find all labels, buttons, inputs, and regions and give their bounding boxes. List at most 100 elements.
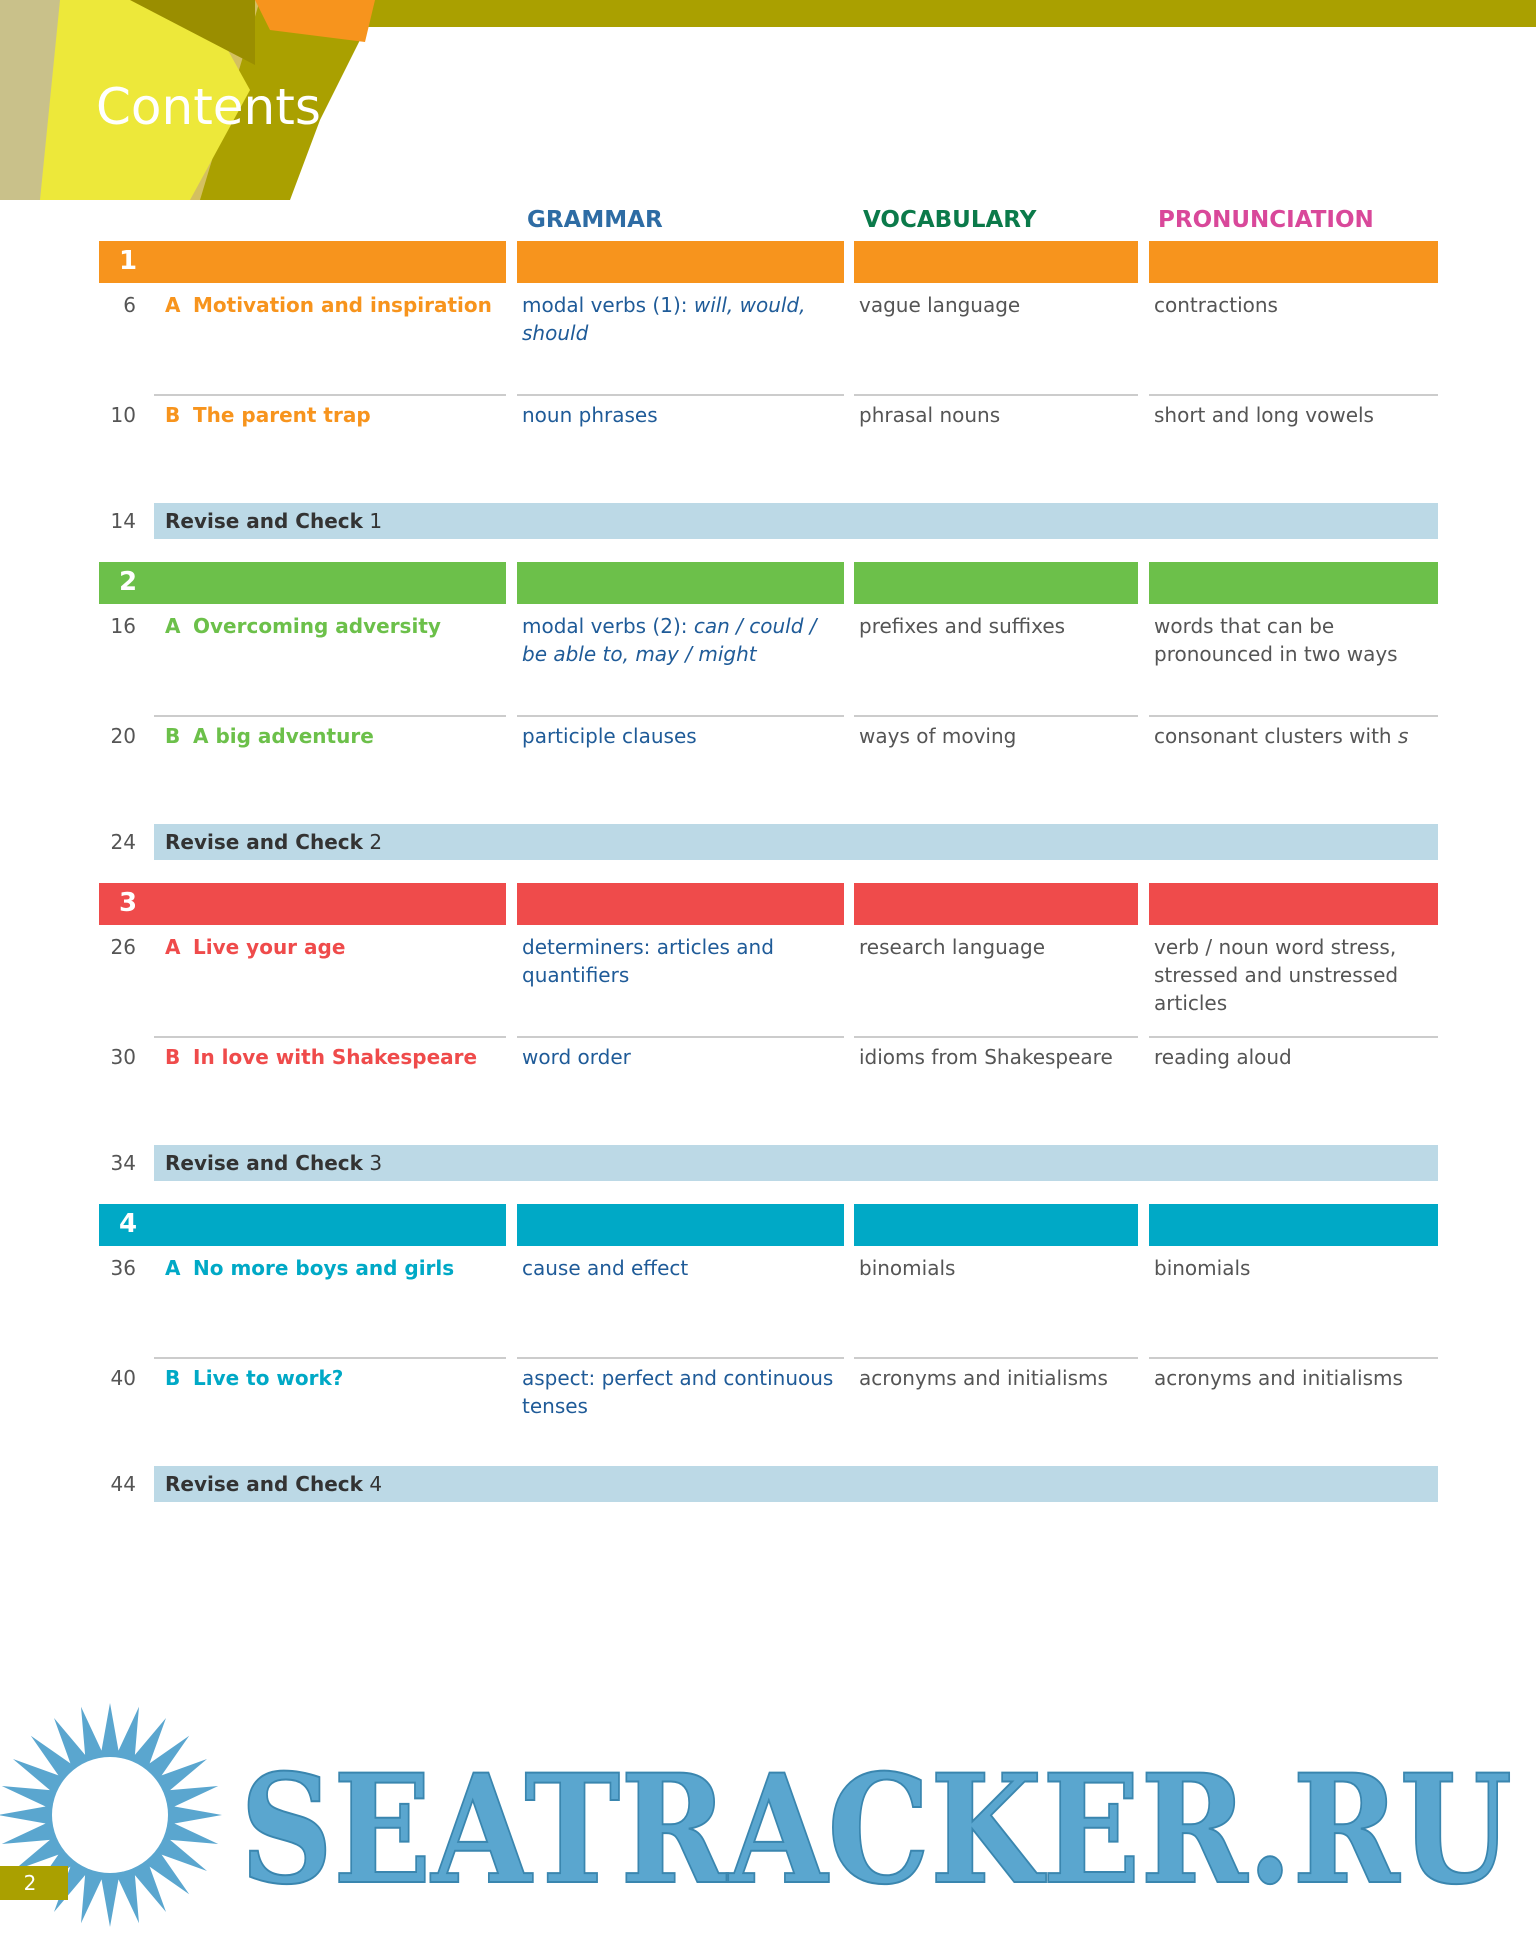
- text-part: can / could / be able to, may / might: [522, 614, 817, 666]
- unit-bar: [854, 562, 1138, 604]
- revise-number: 3: [369, 1151, 383, 1175]
- unit-number: 1: [119, 246, 138, 276]
- unit-number: 4: [119, 1209, 138, 1239]
- unit-bar: [517, 241, 844, 283]
- row-separator: [854, 1357, 1138, 1359]
- row-separator: [854, 715, 1138, 717]
- lesson-title: The parent trap: [193, 403, 371, 427]
- page-number: 6: [123, 293, 136, 317]
- vocabulary: prefixes and suffixes: [859, 612, 1138, 640]
- row-separator: [517, 1036, 844, 1038]
- text-part: acronyms and initialisms: [859, 1366, 1108, 1390]
- revise-bar: [154, 1466, 1438, 1502]
- fan: [30, 0, 250, 200]
- row-separator: [517, 715, 844, 717]
- unit-bar: [517, 883, 844, 925]
- column-header: VOCABULARY: [863, 207, 1037, 233]
- lesson-title: Live your age: [193, 935, 346, 959]
- vocabulary: vague language: [859, 291, 1138, 319]
- revise-label: Revise and Check 3: [165, 1149, 382, 1177]
- row-separator: [517, 1357, 844, 1359]
- text-part: will, would, should: [522, 293, 806, 345]
- text-part: research language: [859, 935, 1045, 959]
- unit-bar: [517, 562, 844, 604]
- column-header: PRONUNCIATION: [1158, 207, 1374, 233]
- lesson-letter: B: [165, 724, 181, 748]
- text-part: s: [1397, 724, 1409, 748]
- page-number: 34: [110, 1151, 136, 1175]
- text-part: idioms from Shakespeare: [859, 1045, 1113, 1069]
- text-part: acronyms and initialisms: [1154, 1366, 1403, 1390]
- page-number: 26: [110, 935, 136, 959]
- revise-label: Revise and Check 2: [165, 828, 382, 856]
- row-separator: [1149, 394, 1438, 396]
- text-part: binomials: [859, 1256, 956, 1280]
- row-separator: [854, 394, 1138, 396]
- row-separator: [1149, 1357, 1438, 1359]
- vocabulary: acronyms and initialisms: [859, 1364, 1138, 1392]
- unit-bar: [854, 241, 1138, 283]
- text-part: cause and effect: [522, 1256, 689, 1280]
- text-part: ways of moving: [859, 724, 1017, 748]
- revise-bar: [154, 1145, 1438, 1181]
- row-separator: [1149, 715, 1438, 717]
- header-decoration: [0, 0, 1536, 200]
- lesson-title: A big adventure: [193, 724, 374, 748]
- vocabulary: binomials: [859, 1254, 1138, 1282]
- row-separator: [154, 1036, 506, 1038]
- unit-bar: [99, 241, 506, 283]
- revise-text: Revise and Check: [165, 1151, 363, 1175]
- unit-number: 2: [119, 567, 138, 597]
- page-number: 44: [110, 1472, 136, 1496]
- grammar: aspect: perfect and continuous tenses: [522, 1364, 844, 1420]
- lesson-title: No more boys and girls: [193, 1256, 455, 1280]
- text-part: aspect: perfect and continuous tenses: [522, 1366, 834, 1418]
- text-part: contractions: [1154, 293, 1278, 317]
- lesson-letter: A: [165, 935, 181, 959]
- revise-text: Revise and Check: [165, 509, 363, 533]
- page-number: 2: [24, 1871, 37, 1895]
- page-number: 24: [110, 830, 136, 854]
- grammar: participle clauses: [522, 722, 844, 750]
- unit-bar: [1149, 241, 1438, 283]
- lesson-title: Overcoming adversity: [193, 614, 441, 638]
- unit-bar: [99, 1204, 506, 1246]
- grammar: cause and effect: [522, 1254, 844, 1282]
- column-header: GRAMMAR: [527, 207, 663, 233]
- text-part: participle clauses: [522, 724, 697, 748]
- text-part: consonant clusters with: [1154, 724, 1398, 748]
- page-number: 40: [110, 1366, 136, 1390]
- watermark: SEATRACKER.RU 2: [0, 1703, 1513, 1927]
- text-part: phrasal nouns: [859, 403, 1001, 427]
- grammar: determiners: articles and quantifiers: [522, 933, 844, 989]
- vocabulary: research language: [859, 933, 1138, 961]
- row-separator: [1149, 1036, 1438, 1038]
- vocabulary: idioms from Shakespeare: [859, 1043, 1138, 1071]
- pronunciation: reading aloud: [1154, 1043, 1438, 1071]
- lesson-letter: B: [165, 1045, 181, 1069]
- text-part: word order: [522, 1045, 631, 1069]
- revise-text: Revise and Check: [165, 1472, 363, 1496]
- pronunciation: short and long vowels: [1154, 401, 1438, 429]
- text-part: binomials: [1154, 1256, 1251, 1280]
- row-separator: [154, 394, 506, 396]
- unit-bar: [99, 883, 506, 925]
- revise-text: Revise and Check: [165, 830, 363, 854]
- revise-label: Revise and Check 1: [165, 507, 382, 535]
- grammar: word order: [522, 1043, 844, 1071]
- lesson-letter: A: [165, 293, 181, 317]
- unit-bar: [854, 1204, 1138, 1246]
- fan: [130, 0, 255, 65]
- unit-bar: [1149, 883, 1438, 925]
- grammar: modal verbs (2): can / could / be able t…: [522, 612, 844, 668]
- text-part: vague language: [859, 293, 1021, 317]
- revise-number: 2: [369, 830, 383, 854]
- pronunciation: verb / noun word stress, stressed and un…: [1154, 933, 1438, 1017]
- page-number-box: [0, 1866, 68, 1900]
- lesson-letter: B: [165, 1366, 181, 1390]
- lesson-title: In love with Shakespeare: [193, 1045, 478, 1069]
- vocabulary: ways of moving: [859, 722, 1138, 750]
- text-part: noun phrases: [522, 403, 658, 427]
- unit-bar: [1149, 562, 1438, 604]
- text-part: verb / noun word stress, stressed and un…: [1154, 935, 1399, 1015]
